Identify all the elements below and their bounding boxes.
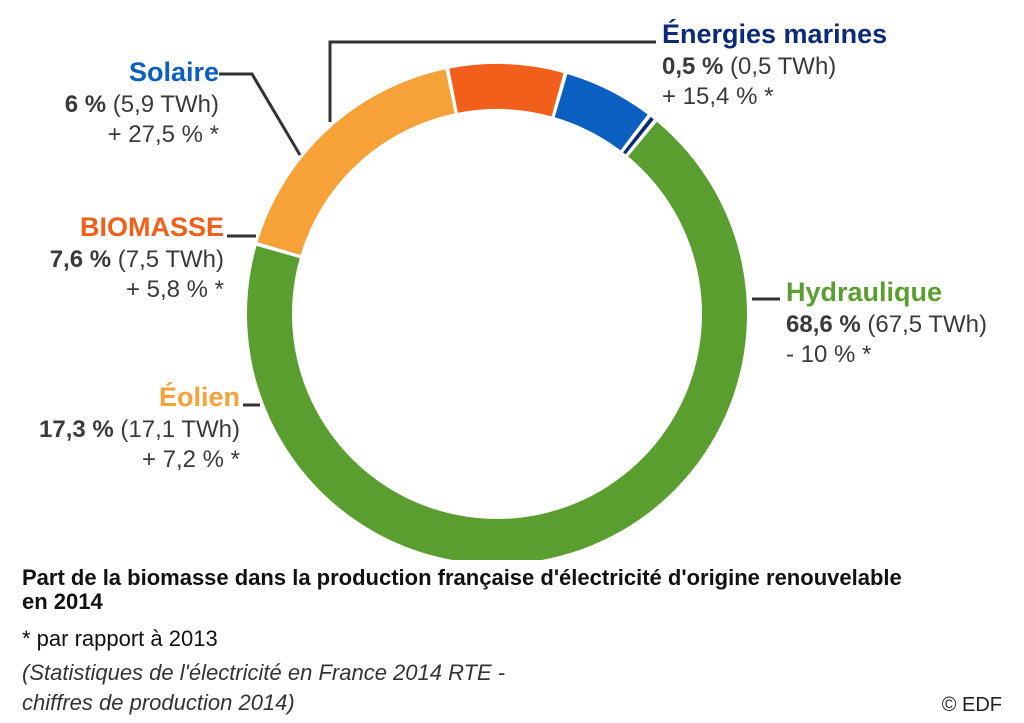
donut-slice-biomasse [449,64,564,117]
label-twh: (17,1 TWh) [120,415,240,443]
label-energies-marines: Énergies marines 0,5 % (0,5 TWh) + 15,4 … [662,18,887,112]
label-percent: 7,6 % [49,245,112,273]
label-percent: 68,6 % [786,310,861,338]
source-line-1: (Statistiques de l'électricité en France… [22,660,506,685]
label-solaire: Solaire 6 % (5,9 TWh) + 27,5 % * [65,56,219,150]
donut-slices [247,64,747,560]
leader-line-solaire [219,72,302,156]
source-line-2: chiffres de production 2014) [22,689,295,715]
donut-slice-energies-marines [623,116,654,155]
label-change: + 15,4 % * [662,82,774,110]
label-name: Énergies marines [662,19,888,49]
label-change: + 7,2 % * [141,445,240,473]
label-twh: (7,5 TWh) [117,245,224,273]
label-twh: (67,5 TWh) [867,310,987,338]
label-change: - 10 % * [786,340,872,368]
donut-slice-solaire [554,74,648,151]
footnote: * par rapport à 2013 [22,626,218,651]
copyright: © EDF [941,694,1002,716]
chart-title: Part de la biomasse dans la production f… [22,565,902,614]
donut-slice-eolien [257,69,455,256]
label-name: Hydraulique [786,277,943,307]
label-percent: 17,3 % [39,415,114,443]
label-change: + 5,8 % * [125,275,224,303]
label-name: Solaire [128,57,219,87]
leader-lines [219,40,780,407]
label-eolien: Éolien 17,3 % (17,1 TWh) + 7,2 % * [39,381,240,475]
label-percent: 0,5 % [662,52,724,80]
source-note: (Statistiques de l'électricité en France… [22,658,505,717]
label-hydraulique: Hydraulique 68,6 % (67,5 TWh) - 10 % * [786,276,987,370]
label-percent: 6 % [64,90,107,118]
label-name: BIOMASSE [79,212,224,242]
label-change: + 27,5 % * [107,120,219,148]
label-twh: (5,9 TWh) [112,90,219,118]
label-name: Éolien [158,382,240,412]
donut-chart [219,40,780,560]
donut-slice-hydraulique [247,121,747,560]
label-biomasse: BIOMASSE 7,6 % (7,5 TWh) + 5,8 % * [50,211,224,305]
label-twh: (0,5 TWh) [730,52,837,80]
leader-line-marine [328,40,656,122]
